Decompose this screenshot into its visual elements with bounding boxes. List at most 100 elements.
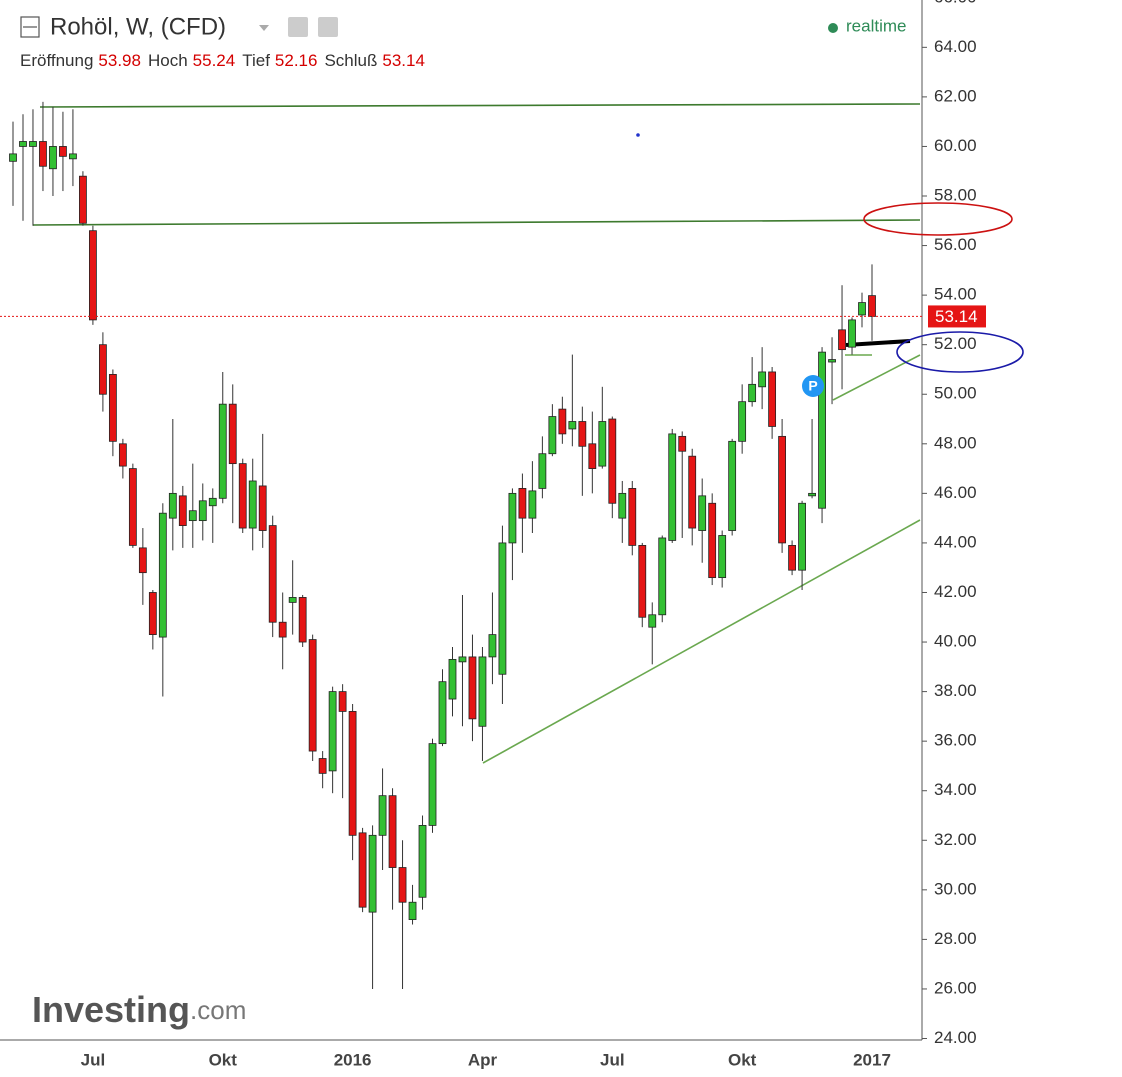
y-tick-label: 52.00 xyxy=(934,334,977,353)
y-tick-label: 48.00 xyxy=(934,433,977,452)
candle-body xyxy=(488,634,497,658)
resistance-line xyxy=(32,219,921,226)
settings-icon[interactable] xyxy=(288,17,308,37)
candle-body xyxy=(168,492,177,519)
x-tick-label: Jul xyxy=(81,1050,106,1069)
candle-body xyxy=(118,443,127,467)
candle-body xyxy=(128,468,137,546)
watermark-brand: Investing xyxy=(32,989,190,1030)
candle-body xyxy=(218,403,227,499)
candle-body xyxy=(138,547,147,574)
candle-body xyxy=(438,681,447,745)
candle-body xyxy=(828,359,836,363)
candle-body xyxy=(39,141,47,167)
y-tick-label: 34.00 xyxy=(934,780,977,799)
dot xyxy=(636,133,640,137)
candle-body xyxy=(398,867,407,903)
y-tick-label: 66.00 xyxy=(934,0,977,6)
candle-body xyxy=(69,153,77,160)
last-price-box xyxy=(928,305,986,328)
status-label: realtime xyxy=(846,16,906,35)
candle-body xyxy=(848,319,856,348)
ohlc-value: 55.24 xyxy=(192,51,236,70)
candle-body xyxy=(568,421,577,430)
candle-body xyxy=(278,621,287,638)
candle-body xyxy=(108,374,117,442)
candle-body xyxy=(448,658,457,700)
candle-body xyxy=(638,544,647,618)
highlight-ellipse xyxy=(896,331,1024,373)
y-tick-label: 50.00 xyxy=(934,384,977,403)
drawings xyxy=(32,103,921,764)
candle-body xyxy=(298,597,307,643)
candle-body xyxy=(788,544,796,571)
marker-line xyxy=(845,339,911,347)
candle-body xyxy=(79,175,87,224)
candle-body xyxy=(478,656,487,727)
candle-body xyxy=(718,535,727,579)
candle-body xyxy=(348,711,357,836)
candle-body xyxy=(418,825,427,898)
resistance-line xyxy=(39,103,921,108)
x-tick-label: Okt xyxy=(209,1050,238,1069)
y-tick-label: 60.00 xyxy=(934,136,977,155)
candle-body xyxy=(588,443,597,469)
settings-icon[interactable] xyxy=(318,17,338,37)
y-tick-label: 42.00 xyxy=(934,582,977,601)
y-tick-label: 56.00 xyxy=(934,235,977,254)
y-tick-label: 46.00 xyxy=(934,483,977,502)
y-tick-label: 62.00 xyxy=(934,86,977,105)
candle-body xyxy=(748,383,757,403)
highlight-ellipse xyxy=(863,202,1013,236)
x-tick-label: Apr xyxy=(468,1050,498,1069)
candle-body xyxy=(358,832,367,908)
y-tick-label: 30.00 xyxy=(934,879,977,898)
candle-body xyxy=(29,141,37,147)
candle-body xyxy=(768,371,777,427)
candle-body xyxy=(538,453,547,489)
ohlc-header: Eröffnung 53.98 Hoch 55.24 Tief 52.16 Schluß 53… xyxy=(20,51,432,71)
candle-body xyxy=(338,691,347,712)
x-tick-label: Jul xyxy=(600,1050,625,1069)
candle-body xyxy=(798,502,806,571)
candle-body xyxy=(558,408,567,435)
last-price-label: 53.14 xyxy=(935,307,978,326)
candle-body xyxy=(598,421,607,467)
candle-body xyxy=(458,656,467,663)
ohlc-value: 52.16 xyxy=(274,51,318,70)
candle-body xyxy=(838,329,846,351)
candle-body xyxy=(758,371,767,388)
candle-body xyxy=(698,495,707,531)
candle-body xyxy=(208,497,217,507)
candle-body xyxy=(49,146,57,170)
candle-body xyxy=(578,421,587,447)
dropdown-icon xyxy=(259,25,269,31)
candle-body xyxy=(608,418,617,504)
candle-body xyxy=(738,401,747,442)
candle-body xyxy=(238,463,247,529)
candle-body xyxy=(308,639,317,752)
chart-title: Rohöl, W, (CFD) xyxy=(50,13,226,40)
x-tick-label: 2017 xyxy=(853,1050,891,1069)
candle-body xyxy=(778,435,787,544)
y-tick-label: 32.00 xyxy=(934,830,977,849)
candle-body xyxy=(248,480,257,529)
ohlc-label: Eröffnung xyxy=(20,51,94,70)
candle-body xyxy=(468,656,477,720)
y-tick-label: 38.00 xyxy=(934,681,977,700)
candle-body xyxy=(288,597,297,603)
candle-body xyxy=(668,433,677,541)
y-tick-label: 54.00 xyxy=(934,285,977,304)
candle-body xyxy=(148,592,157,636)
candle-body xyxy=(678,435,687,452)
event-marker-icon: P xyxy=(808,378,817,394)
watermark: Investing.com xyxy=(32,989,246,1030)
candle-body xyxy=(178,495,187,526)
candle-body xyxy=(428,743,437,826)
candle-body xyxy=(268,525,277,623)
candle-body xyxy=(188,510,197,522)
candle-body xyxy=(688,455,697,529)
candle-body xyxy=(328,691,337,772)
